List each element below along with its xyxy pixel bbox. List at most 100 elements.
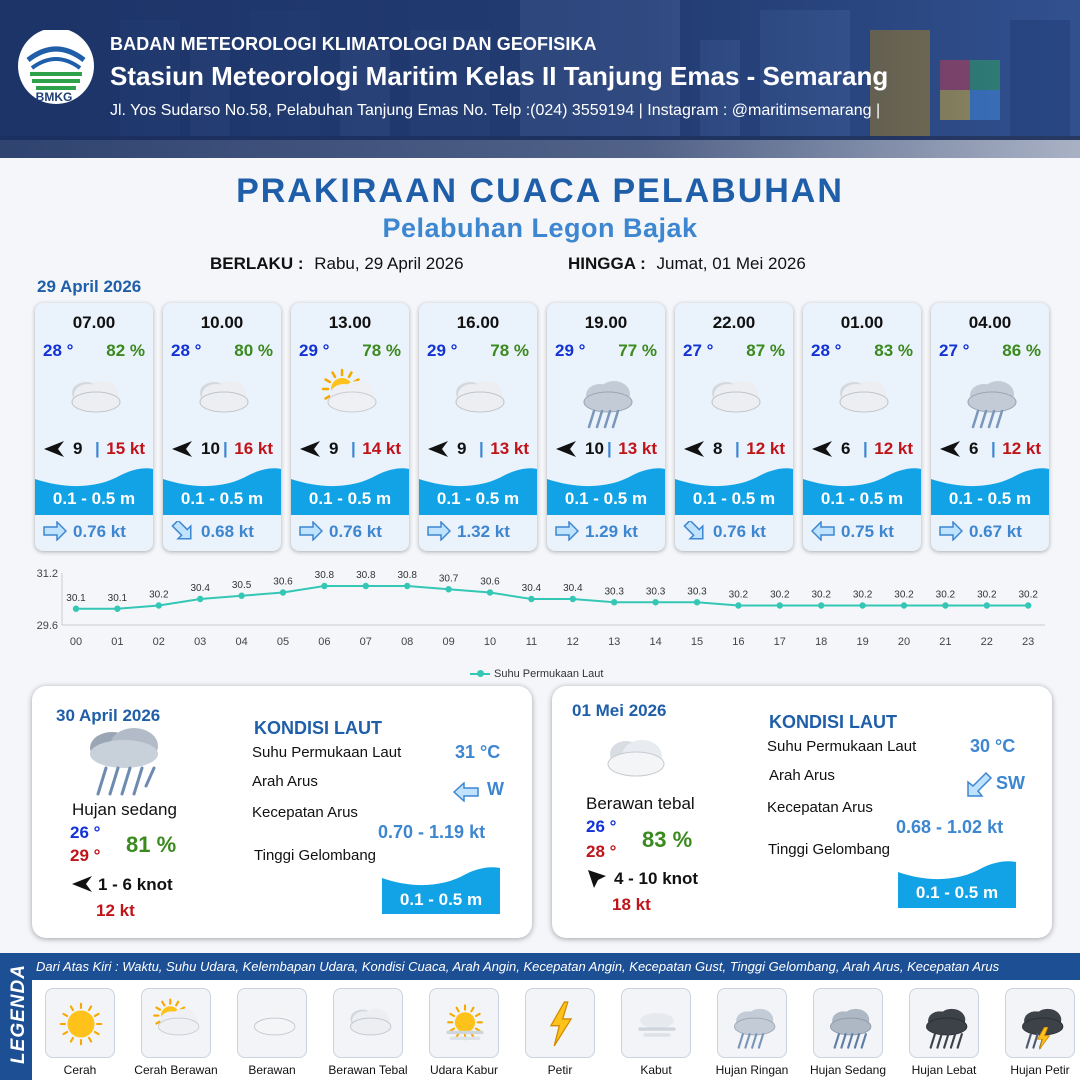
- wind-direction-icon: [428, 441, 448, 457]
- forecast-temp: 27 °: [683, 341, 714, 360]
- day2-current-speed-label: Kecepatan Arus: [252, 804, 358, 821]
- sst-point: [569, 595, 576, 603]
- sst-point: [818, 602, 825, 609]
- forecast-gust: 13 kt: [618, 439, 657, 458]
- valid-from-value: Rabu, 29 April 2026: [314, 254, 464, 273]
- current-direction-icon: [453, 782, 479, 802]
- sst-legend-label: Suhu Permukaan Laut: [494, 668, 604, 680]
- forecast-time: 16.00: [456, 313, 500, 332]
- forecast-wind: 8 | 12 kt: [681, 437, 789, 461]
- forecast-current-speed: 1.32 kt: [457, 522, 510, 541]
- forecast-wave-graphic: [35, 468, 153, 515]
- forecast-current: 0.68 kt: [169, 519, 277, 543]
- day2-gust: 12 kt: [96, 901, 135, 920]
- legend-item-label: Kabut: [640, 1063, 672, 1077]
- port-name: Pelabuhan Legon Bajak: [382, 213, 698, 243]
- sst-point: [611, 599, 618, 606]
- petir-icon: [549, 1001, 573, 1047]
- sst-data-label: 30.8: [315, 570, 335, 581]
- x-tick-label: 21: [939, 636, 951, 648]
- x-tick-label: 17: [774, 636, 786, 648]
- x-tick-label: 05: [277, 636, 289, 648]
- day2-wave-label: Tinggi Gelombang: [254, 847, 377, 864]
- forecast-card: 22.00 27 ° 87 % 8 | 12 kt 0.1 - 0.5 m 0.…: [675, 303, 793, 551]
- sst-data-label: 30.2: [811, 590, 831, 601]
- sst-point: [900, 602, 908, 609]
- day3-temp-max: 28 °: [586, 842, 617, 861]
- current-direction-icon: [43, 521, 67, 541]
- forecast-wave-graphic: [931, 468, 1049, 515]
- wind-direction-icon: [940, 441, 960, 457]
- sst-legend: Suhu Permukaan Laut: [470, 668, 603, 680]
- day3-sea-title: KONDISI LAUT: [769, 712, 897, 732]
- sst-series-line: [76, 585, 1029, 610]
- forecast-temp: 27 °: [939, 341, 970, 360]
- valid-to-label: HINGGA :: [568, 254, 646, 273]
- sst-data-label: 30.2: [853, 590, 873, 601]
- valid-from: BERLAKU : Rabu, 29 April 2026: [210, 254, 464, 274]
- day3-wave-label: Tinggi Gelombang: [768, 841, 891, 858]
- current-direction-icon: [683, 521, 704, 540]
- sst-point: [114, 605, 121, 612]
- wind-direction-icon: [588, 870, 606, 888]
- day2-wave-graphic: [382, 867, 500, 914]
- x-tick-label: 10: [484, 636, 496, 648]
- forecast-wave-graphic: [419, 468, 537, 515]
- x-tick-label: 14: [649, 636, 661, 648]
- sst-data-label: 30.8: [356, 570, 376, 581]
- sst-point: [942, 602, 949, 609]
- forecast-current-speed: 0.75 kt: [841, 522, 894, 541]
- forecast-wind: 10 | 16 kt: [169, 437, 277, 461]
- legend-item-label: Hujan Lebat: [911, 1063, 977, 1077]
- x-tick-label: 06: [318, 636, 330, 648]
- legend-item-hujan-ringan: [717, 988, 787, 1058]
- y-tick-label: 31.2: [37, 568, 58, 580]
- forecast-humidity: 78 %: [362, 341, 401, 360]
- legend-note: Dari Atas Kiri : Waktu, Suhu Udara, Kele…: [36, 959, 1000, 974]
- valid-to: HINGGA : Jumat, 01 Mei 2026: [568, 254, 806, 274]
- forecast-time: 07.00: [72, 313, 116, 332]
- station-name: Stasiun Meteorologi Maritim Kelas II Tan…: [110, 61, 889, 91]
- forecast-current: 0.75 kt: [809, 519, 917, 543]
- day2-wind: 1 - 6 knot: [98, 875, 173, 894]
- logo-text: BMKG: [35, 90, 73, 104]
- current-direction-icon: [967, 771, 993, 797]
- day2-current-dir-label: Arah Arus: [252, 773, 318, 790]
- day2-current-dir: W: [487, 779, 504, 799]
- sst-point: [776, 602, 783, 609]
- legend-item-petir: [525, 988, 595, 1058]
- day3-panel: 01 Mei 2026 Berawan tebal 26 ° 28 ° 83 %…: [552, 686, 1052, 938]
- berawan-tebal-icon: [71, 381, 121, 413]
- legend-item-label: Cerah: [63, 1063, 97, 1077]
- forecast-wind: 10 | 13 kt: [553, 437, 661, 461]
- day3-condition: Berawan tebal: [586, 794, 695, 813]
- day3-current-dir-label: Arah Arus: [769, 767, 835, 784]
- forecast-humidity: 77 %: [618, 341, 657, 360]
- forecast-wave-graphic: [163, 468, 281, 515]
- day2-temp-min: 26 °: [70, 823, 101, 842]
- hujan-ringan-icon: [734, 1008, 776, 1049]
- forecast-wind-speed: 9: [457, 439, 467, 458]
- station-address: Jl. Yos Sudarso No.58, Pelabuhan Tanjung…: [110, 102, 881, 119]
- legend-item-cerah-berawan: [141, 988, 211, 1058]
- forecast-current: 1.32 kt: [425, 519, 533, 543]
- forecast-wind-speed: 9: [73, 439, 83, 458]
- udara-kabur-icon: [446, 1004, 484, 1041]
- day3-gust: 18 kt: [612, 895, 651, 914]
- hujan-petir-icon: [1022, 1008, 1064, 1050]
- x-tick-label: 08: [401, 636, 413, 648]
- forecast-current-speed: 0.67 kt: [969, 522, 1022, 541]
- day3-wind: 4 - 10 knot: [614, 869, 699, 888]
- sst-data-label: 30.2: [977, 590, 997, 601]
- current-direction-icon: [427, 521, 451, 541]
- forecast-current: 0.67 kt: [937, 519, 1045, 543]
- forecast-wind: 9 | 14 kt: [297, 437, 405, 461]
- forecast-time: 01.00: [840, 313, 884, 332]
- forecast-card: 10.00 28 ° 80 % 10 | 16 kt 0.1 - 0.5 m 0…: [163, 303, 281, 551]
- x-tick-label: 19: [856, 636, 868, 648]
- forecast-wind-speed: 10: [201, 439, 220, 458]
- wind-direction-icon: [72, 876, 92, 892]
- day3-sst-value: 30 °C: [970, 736, 1016, 756]
- forecast-wind-speed: 6: [841, 439, 851, 458]
- forecast-current: 0.76 kt: [297, 519, 405, 543]
